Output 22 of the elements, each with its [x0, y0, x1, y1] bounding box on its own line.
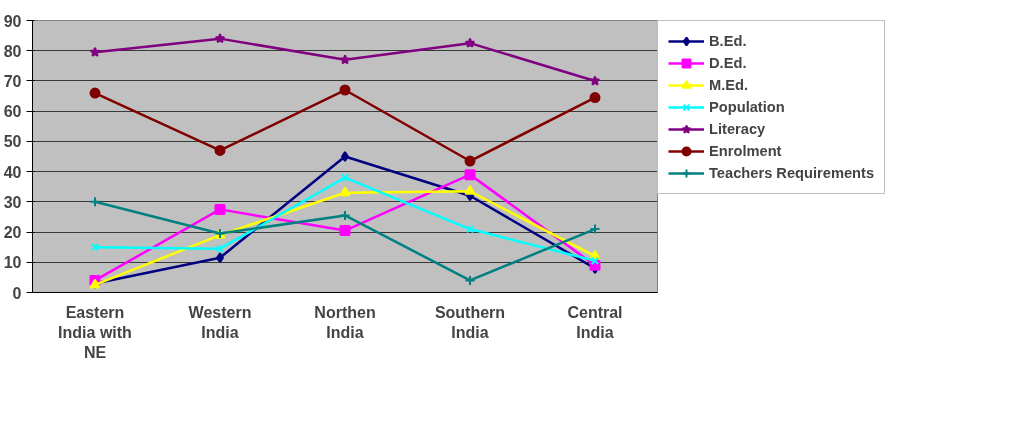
y-tick-label: 60: [3, 103, 22, 121]
legend-label: Teachers Requirements: [709, 165, 875, 181]
x-tick-label: Central India: [567, 303, 623, 341]
legend-label: D.Ed.: [709, 55, 747, 71]
legend-label: Enrolment: [709, 143, 782, 159]
legend-label: M.Ed.: [709, 77, 749, 93]
legend-label: Literacy: [709, 121, 766, 137]
x-tick-label: Eastern India with NE: [58, 303, 132, 362]
y-tick-label: 50: [3, 133, 22, 151]
y-tick-label: 20: [3, 224, 22, 242]
x-tick-label: Western India: [188, 303, 252, 341]
y-tick-label: 80: [3, 42, 22, 60]
y-tick-label: 70: [3, 72, 22, 90]
legend-label: Population: [709, 99, 785, 115]
x-tick-label: Northen India: [314, 303, 376, 341]
legend-label: B.Ed.: [709, 33, 747, 49]
y-tick-label: 90: [3, 12, 22, 30]
y-tick-label: 30: [3, 193, 22, 211]
y-tick-label: 10: [3, 254, 22, 272]
y-tick-label: 40: [3, 163, 22, 181]
x-tick-label: Southern India: [434, 303, 506, 341]
y-tick-label: 0: [12, 284, 22, 302]
